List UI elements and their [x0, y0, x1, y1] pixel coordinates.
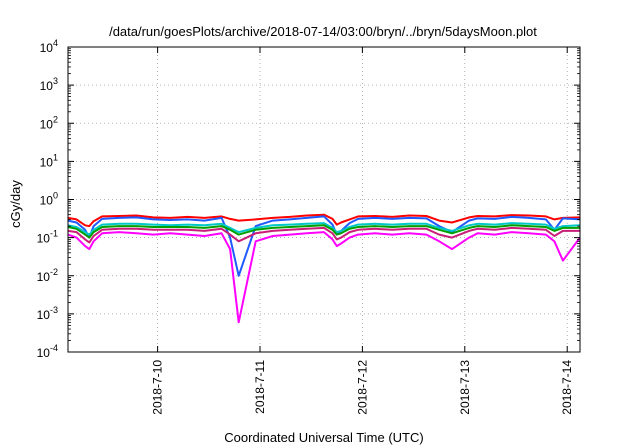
series-group [67, 213, 581, 324]
y-ticks: 10-4 10-3 10-2 10-1 100 101 102 103 104 [37, 38, 580, 360]
series-line-4 [67, 224, 580, 239]
series-line-3 [67, 222, 581, 236]
x-tick-label: 2018-7-12 [355, 360, 369, 415]
y-tick-label: 10-4 [37, 343, 58, 360]
x-ticks: 2018-7-10 2018-7-11 2018-7-12 2018-7-13 2018… [151, 47, 574, 415]
y-tick-label: 103 [40, 76, 58, 93]
series-line-5 [67, 226, 580, 244]
x-axis-label: Coordinated Universal Time (UTC) [224, 430, 423, 445]
x-tick-label: 2018-7-11 [253, 360, 267, 414]
y-tick-label: 10-3 [37, 305, 58, 322]
x-tick-label: 2018-7-10 [151, 360, 165, 415]
x-tick-label: 2018-7-13 [458, 360, 472, 415]
series-line-2 [67, 215, 581, 277]
y-tick-label: 102 [40, 114, 58, 131]
y-axis-label: cGy/day [8, 180, 23, 228]
y-tick-label: 100 [40, 191, 58, 208]
series-line-1 [67, 213, 581, 228]
y-tick-label: 104 [40, 38, 58, 55]
grid [68, 47, 580, 352]
series-line-6 [67, 231, 581, 324]
y-tick-label: 10-1 [37, 229, 58, 246]
y-tick-label: 101 [40, 152, 58, 169]
y-tick-label: 10-2 [37, 267, 58, 284]
chart-title: /data/run/goesPlots/archive/2018-07-14/0… [109, 24, 537, 39]
x-tick-label: 2018-7-14 [560, 360, 574, 415]
